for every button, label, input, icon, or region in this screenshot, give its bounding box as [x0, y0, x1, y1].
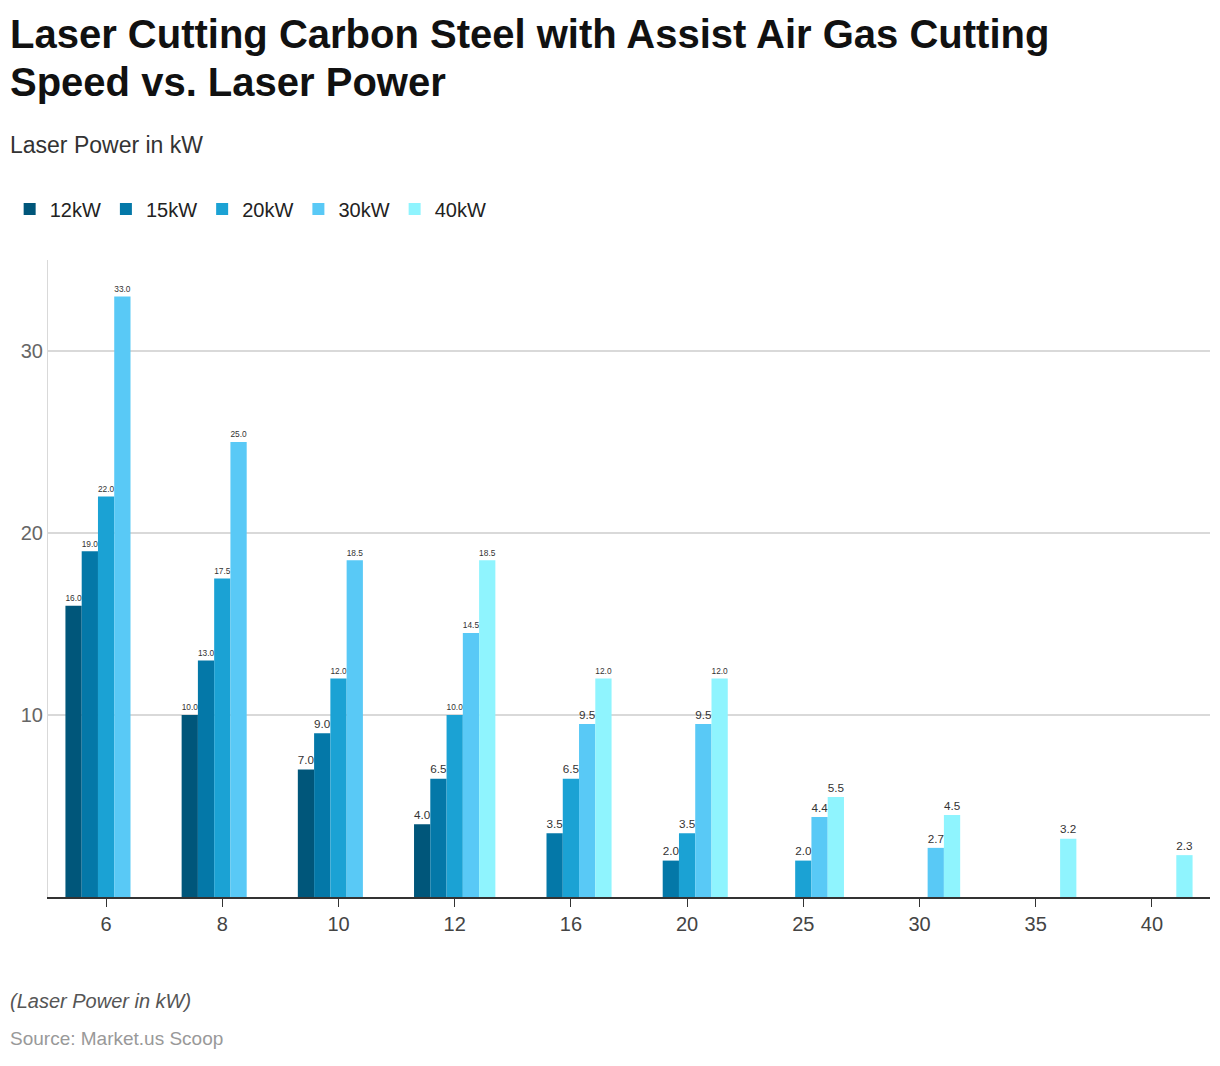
svg-text:16.0: 16.0	[65, 593, 82, 603]
svg-text:20: 20	[21, 522, 43, 544]
svg-text:30: 30	[21, 340, 43, 362]
svg-text:18.5: 18.5	[479, 548, 496, 558]
svg-text:22.0: 22.0	[98, 484, 115, 494]
svg-text:2.7: 2.7	[928, 832, 944, 845]
html-text:(Laser Power in kW): (Laser Power in kW)	[10, 990, 192, 1012]
svg-text:4.5: 4.5	[944, 799, 961, 812]
svg-text:14.5: 14.5	[463, 620, 480, 630]
svg-text:12.0: 12.0	[712, 666, 729, 676]
html-text:Source: Market.us Scoop: Source: Market.us Scoop	[10, 1028, 224, 1049]
svg-text:6: 6	[101, 913, 112, 935]
svg-text:40kW: 40kW	[435, 199, 486, 221]
svg-text:10.0: 10.0	[182, 702, 199, 712]
svg-text:3.5: 3.5	[547, 817, 564, 830]
svg-text:4.0: 4.0	[414, 808, 431, 821]
svg-text:12.0: 12.0	[595, 666, 612, 676]
svg-text:9.5: 9.5	[695, 708, 712, 721]
svg-text:19.0: 19.0	[82, 539, 99, 549]
svg-text:2.0: 2.0	[795, 844, 812, 857]
svg-text:2.0: 2.0	[663, 844, 680, 857]
svg-text:3.2: 3.2	[1060, 822, 1076, 835]
svg-text:5.5: 5.5	[828, 781, 845, 794]
svg-text:6.5: 6.5	[430, 762, 447, 775]
svg-text:9.5: 9.5	[579, 708, 596, 721]
svg-text:15kW: 15kW	[146, 199, 197, 221]
svg-text:16: 16	[560, 913, 582, 935]
svg-text:2.3: 2.3	[1176, 839, 1192, 852]
html-text:Laser Power in kW: Laser Power in kW	[10, 132, 203, 158]
svg-text:7.0: 7.0	[298, 753, 315, 766]
html-text:Laser Cutting Carbon Steel wit: Laser Cutting Carbon Steel with Assist A…	[10, 12, 1050, 104]
svg-text:13.0: 13.0	[198, 648, 215, 658]
svg-text:35: 35	[1025, 913, 1047, 935]
svg-text:3.5: 3.5	[679, 817, 696, 830]
svg-text:40: 40	[1141, 913, 1163, 935]
svg-text:8: 8	[217, 913, 228, 935]
svg-text:18.5: 18.5	[347, 548, 364, 558]
svg-text:33.0: 33.0	[114, 284, 131, 294]
svg-text:4.4: 4.4	[811, 801, 828, 814]
svg-text:20: 20	[676, 913, 698, 935]
svg-text:17.5: 17.5	[214, 566, 231, 576]
svg-text:20kW: 20kW	[242, 199, 293, 221]
svg-text:9.0: 9.0	[314, 717, 331, 730]
svg-text:12kW: 12kW	[50, 199, 101, 221]
svg-text:10: 10	[21, 704, 43, 726]
svg-text:12: 12	[444, 913, 466, 935]
svg-text:25: 25	[792, 913, 814, 935]
svg-text:25.0: 25.0	[230, 429, 247, 439]
svg-text:30: 30	[908, 913, 930, 935]
svg-text:10.0: 10.0	[447, 702, 464, 712]
svg-text:12.0: 12.0	[330, 666, 347, 676]
svg-text:10: 10	[327, 913, 349, 935]
svg-text:6.5: 6.5	[563, 762, 580, 775]
svg-text:30kW: 30kW	[338, 199, 389, 221]
